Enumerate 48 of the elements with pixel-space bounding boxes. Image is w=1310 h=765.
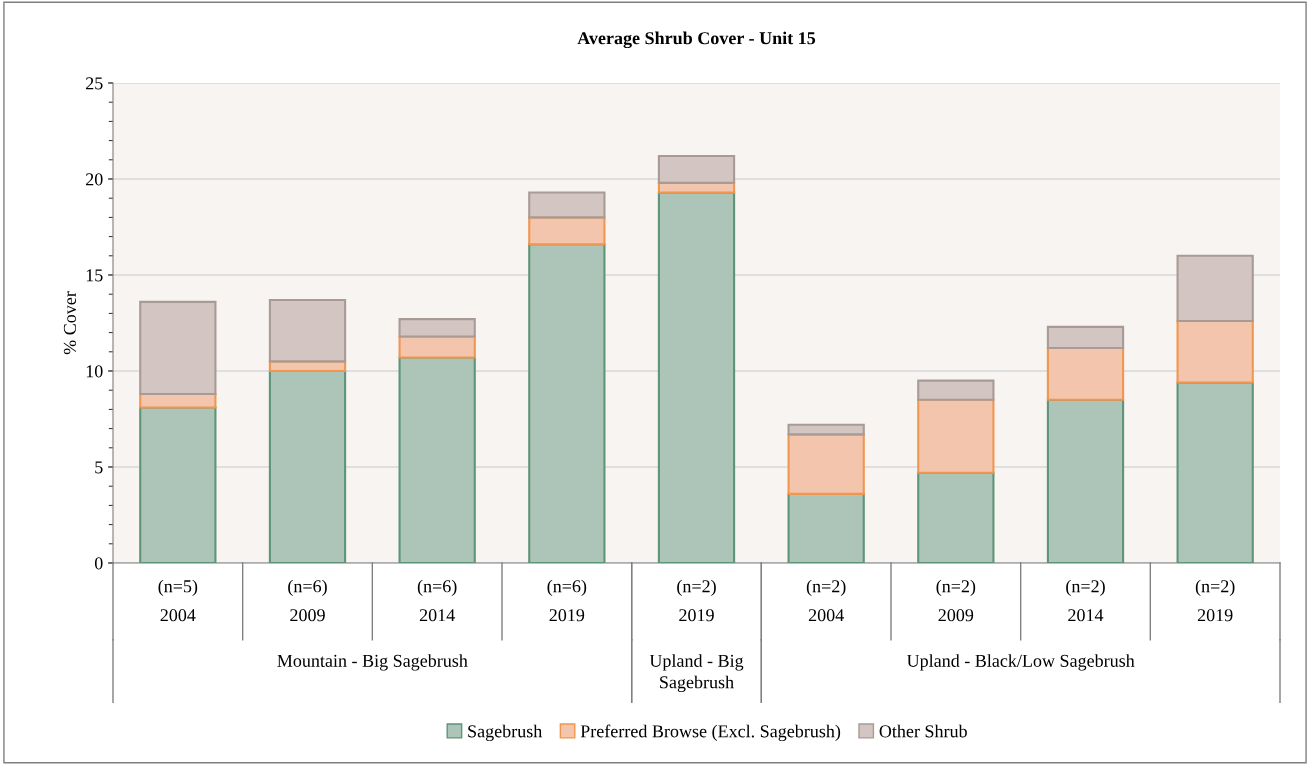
bar — [1046, 325, 1125, 349]
x-tick-label: (n=2) 2009 — [936, 579, 976, 622]
y-axis-title: % Cover — [63, 291, 77, 355]
text: Upland - Black/Low Sagebrush — [906, 654, 1135, 671]
x-tick-label: (n=6) 2014 — [417, 579, 457, 622]
bar — [917, 471, 995, 563]
bar — [1046, 398, 1125, 563]
bar — [528, 191, 606, 219]
bar — [139, 393, 217, 409]
bar — [268, 298, 347, 363]
bar — [398, 335, 476, 359]
x-tick-label: (n=2) 2019 — [677, 579, 716, 622]
x-tick-label: (n=2) 2019 — [1195, 579, 1235, 622]
bar — [528, 216, 606, 246]
y-tick-label: 25 — [86, 77, 103, 90]
bar — [398, 318, 476, 338]
bar — [139, 406, 217, 563]
y-tick-label: 10 — [86, 365, 103, 378]
bar — [139, 300, 217, 396]
bar — [1046, 346, 1125, 401]
y-tick-label: 15 — [86, 269, 103, 282]
chart-title: Average Shrub Cover - Unit 15 — [577, 31, 816, 49]
bar — [917, 398, 995, 474]
x-tick-label: (n=6) 2019 — [547, 579, 587, 622]
bar — [787, 423, 865, 436]
x-tick-label: (n=5) 2004 — [158, 579, 198, 622]
bar — [398, 356, 476, 563]
legend-label: Preferred Browse (Excl. Sagebrush) — [580, 724, 841, 742]
x-tick-label: (n=2) 2004 — [806, 579, 846, 622]
bar — [917, 379, 995, 401]
x-tick-label: (n=2) 2014 — [1066, 579, 1105, 622]
bar — [1176, 254, 1254, 323]
bar — [1176, 320, 1254, 384]
bar — [1176, 381, 1254, 563]
text: Upland - Big Sagebrush — [649, 654, 744, 693]
text: Mountain - Big Sagebrush — [277, 654, 468, 671]
bar — [657, 191, 736, 563]
bar — [657, 154, 736, 184]
y-tick-label: 0 — [94, 557, 103, 570]
y-tick-label: 5 — [95, 461, 103, 474]
y-tick-label: 20 — [86, 173, 103, 186]
bar — [268, 369, 347, 563]
bar — [528, 243, 606, 563]
legend-label: Sagebrush — [468, 724, 543, 742]
legend-label: Other Shrub — [879, 724, 967, 738]
bar — [787, 433, 865, 495]
bar — [787, 492, 865, 563]
x-tick-label: (n=6) 2009 — [288, 579, 327, 622]
